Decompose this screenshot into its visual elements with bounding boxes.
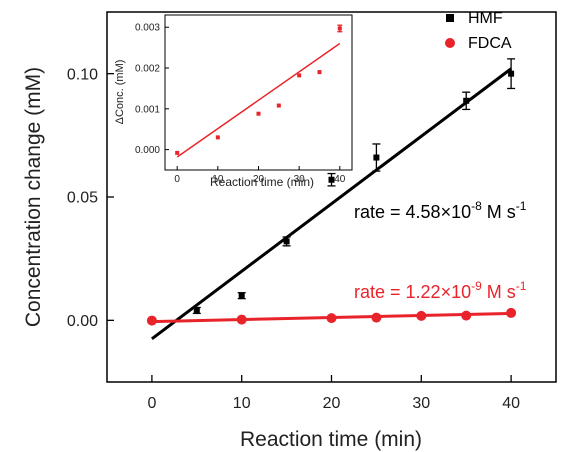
y-tick-label: 0.001 — [135, 104, 160, 115]
data-point-fdca — [236, 314, 247, 325]
main-chart: 0 10 20 30 40 0.00 0.05 0.10 Reaction time (min… — [22, 10, 557, 451]
data-point-fdca — [337, 26, 342, 31]
data-point-hmf — [283, 238, 290, 245]
inset-data-points — [175, 24, 343, 155]
x-tick-label: 20 — [253, 174, 265, 185]
data-point-hmf — [463, 97, 470, 104]
data-point-fdca — [175, 150, 180, 155]
x-tick-label: 30 — [412, 395, 430, 412]
main-y-axis-label: Concentration change (mM) — [22, 67, 45, 327]
main-x-axis-label: Reaction time (min) — [240, 428, 422, 451]
data-point-fdca — [215, 135, 220, 140]
data-point-fdca — [297, 73, 302, 78]
data-point-hmf — [193, 307, 200, 314]
x-tick-label: 0 — [174, 174, 180, 185]
legend: HMF FDCA — [445, 10, 512, 52]
x-tick-label: 30 — [294, 174, 306, 185]
rate-annotation: rate = 1.22×10-9 M s-1 — [354, 279, 527, 302]
x-tick-label: 40 — [502, 395, 520, 412]
data-point-fdca — [371, 312, 382, 323]
main-ticks: 0 10 20 30 40 0.00 0.05 0.10 — [67, 66, 520, 412]
data-point-fdca — [256, 111, 261, 116]
main-data-points — [146, 58, 517, 326]
y-tick-label: 0.10 — [67, 66, 98, 83]
y-tick-label: 0.003 — [135, 23, 160, 34]
legend-marker-hmf — [446, 14, 454, 22]
inset-y-axis-label: ΔConc. (mM) — [114, 60, 126, 125]
legend-label-fdca: FDCA — [468, 35, 512, 52]
inset-ticks: 0 10 20 30 40 0.000 0.001 0.002 0.003 — [135, 23, 346, 185]
data-point-fdca — [326, 313, 337, 324]
legend-label-hmf: HMF — [468, 10, 503, 27]
data-point-fdca — [416, 310, 427, 321]
data-point-hmf — [238, 292, 245, 299]
data-point-hmf — [373, 154, 380, 161]
fit-line-fdca — [176, 42, 341, 158]
legend-marker-fdca — [445, 38, 455, 48]
data-point-fdca — [146, 315, 157, 326]
data-point-hmf — [328, 176, 335, 183]
data-point-fdca — [317, 70, 322, 75]
y-tick-label: 0.002 — [135, 64, 160, 75]
inset-fit-lines — [176, 42, 341, 158]
fit-line-hmf — [150, 67, 513, 341]
inset-chart: 0 10 20 30 40 0.000 0.001 0.002 0.003 Reaction t… — [114, 14, 353, 189]
inset-x-axis-label: Reaction time (min) — [210, 175, 314, 189]
x-tick-label: 40 — [334, 174, 346, 185]
data-point-fdca — [276, 103, 281, 108]
x-tick-label: 10 — [212, 174, 224, 185]
data-point-fdca — [461, 310, 472, 321]
y-tick-label: 0.05 — [67, 190, 98, 207]
data-point-fdca — [506, 307, 517, 318]
data-point-hmf — [508, 70, 515, 77]
x-tick-label: 10 — [233, 395, 251, 412]
x-tick-label: 20 — [323, 395, 341, 412]
y-tick-label: 0.00 — [67, 313, 98, 330]
x-tick-label: 0 — [147, 395, 156, 412]
y-tick-label: 0.000 — [135, 145, 160, 156]
rate-annotation: rate = 4.58×10-8 M s-1 — [354, 199, 527, 222]
main-annotations: rate = 4.58×10-8 M s-1 rate = 1.22×10-9 M… — [354, 199, 527, 302]
